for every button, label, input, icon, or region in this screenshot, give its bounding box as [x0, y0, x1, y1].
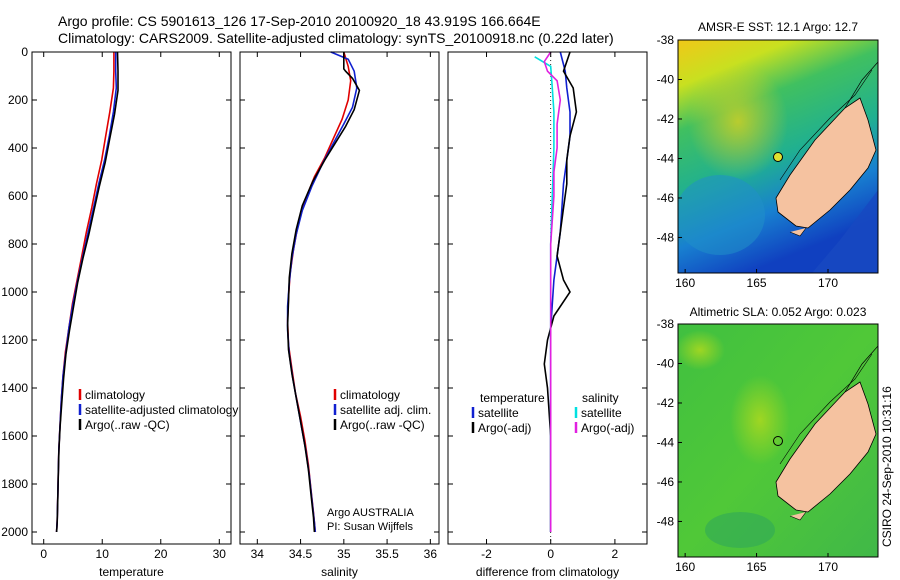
x-tick-label: 20	[154, 547, 168, 561]
map-y-tick-label: -38	[657, 33, 675, 47]
y-tick-label: 1600	[1, 429, 28, 443]
sst-cold-east	[812, 190, 878, 273]
map-y-tick-label: -44	[657, 435, 675, 449]
difference-panel: -2 0 2 difference from climatology temperatu…	[447, 51, 648, 579]
temperature-series-0	[55, 52, 115, 533]
x-tick-label: 30	[213, 547, 227, 561]
legend-column-title: salinity	[582, 391, 619, 405]
salinity-series-2	[286, 52, 361, 533]
y-tick-label: 2000	[1, 525, 28, 539]
sla-map: Altimetric SLA: 0.052 Argo: 0.023 160 165…	[657, 305, 879, 574]
difference-series-1	[543, 51, 578, 532]
sla-map-title: Altimetric SLA: 0.052 Argo: 0.023	[690, 305, 867, 319]
sst-map-frame	[677, 39, 879, 274]
map-x-tick-label: 165	[747, 560, 767, 574]
legend-label: Argo(-adj)	[581, 421, 634, 435]
sla-profile-marker	[773, 436, 783, 446]
x-tick-label: 2	[612, 547, 619, 561]
x-tick-label: 10	[96, 547, 110, 561]
x-tick-label: 34	[251, 547, 265, 561]
salinity-series-0	[286, 51, 352, 533]
legend-label: satellite	[581, 406, 622, 420]
x-tick-label: 36	[424, 547, 438, 561]
temperature-x-axis-label: temperature	[99, 565, 164, 579]
x-tick-label: 0	[547, 547, 554, 561]
salinity-panel: 34 34.5 35 35.5 36 salinity climatologysatelli…	[239, 51, 440, 579]
salinity-x-axis-label: salinity	[321, 565, 358, 579]
x-tick-label: -2	[481, 547, 492, 561]
map-x-tick-label: 165	[747, 276, 767, 290]
map-y-tick-label: -46	[657, 191, 675, 205]
credit-annotation: Argo AUSTRALIA	[327, 507, 414, 519]
temperature-series-2	[55, 51, 119, 533]
y-tick-label: 1200	[1, 333, 28, 347]
y-tick-label: 800	[8, 237, 28, 251]
csiro-timestamp: CSIRO 24-Sep-2010 10:31:16	[880, 386, 894, 547]
y-tick-label: 400	[8, 141, 28, 155]
sla-low-patch	[705, 512, 775, 548]
legend-label: satellite-adjusted climatology	[85, 403, 238, 417]
stewart-island	[789, 511, 807, 521]
y-tick-label: 0	[21, 45, 28, 59]
sla-map-frame	[677, 323, 879, 558]
map-y-tick-label: -38	[657, 317, 675, 331]
legend-label: climatology	[85, 388, 145, 402]
salinity-frame	[239, 51, 440, 545]
stewart-island	[789, 227, 807, 237]
legend-label: climatology	[340, 388, 400, 402]
x-tick-label: 0	[40, 547, 47, 561]
y-tick-label: 200	[8, 93, 28, 107]
sst-map-title: AMSR-E SST: 12.1 Argo: 12.7	[698, 20, 858, 34]
sla-map-ticks: 160 165 170 -38 -40 -42 -44 -46 -48	[657, 317, 839, 574]
sla-high-patch	[730, 375, 790, 465]
credit-annotation: PI: Susan Wijffels	[327, 521, 413, 533]
map-y-tick-label: -48	[657, 514, 675, 528]
y-tick-label: 600	[8, 189, 28, 203]
legend-label: Argo(..raw -QC)	[340, 418, 425, 432]
difference-x-axis-label: difference from climatology	[476, 565, 619, 579]
difference-frame	[447, 51, 648, 545]
map-y-tick-label: -44	[657, 151, 675, 165]
temperature-panel: 0 10 20 30 temperature 0 200 400 600 800 1000 1200 1…	[1, 45, 238, 579]
map-y-tick-label: -42	[657, 396, 675, 410]
south-island-land	[775, 381, 877, 513]
sst-cool-patch	[678, 175, 765, 255]
legend-label: Argo(-adj)	[478, 421, 531, 435]
shelf-contour	[779, 69, 873, 181]
map-x-tick-label: 170	[818, 560, 838, 574]
header-line-2: Climatology: CARS2009. Satellite-adjuste…	[58, 30, 614, 46]
map-x-tick-label: 170	[818, 276, 838, 290]
y-tick-label: 1800	[1, 477, 28, 491]
map-x-tick-label: 160	[675, 560, 695, 574]
legend-column-title: temperature	[480, 391, 545, 405]
sst-map: AMSR-E SST: 12.1 Argo: 12.7 160 165 170 -38…	[657, 20, 879, 290]
south-island-land	[775, 97, 877, 229]
sst-map-ticks: 160 165 170 -38 -40 -42 -44 -46 -48	[657, 33, 839, 290]
map-y-tick-label: -42	[657, 112, 675, 126]
x-tick-label: 34.5	[289, 547, 313, 561]
map-y-tick-label: -46	[657, 475, 675, 489]
x-tick-label: 35.5	[375, 547, 399, 561]
legend-label: Argo(..raw -QC)	[85, 418, 170, 432]
shelf-contour	[779, 353, 873, 465]
y-tick-label: 1400	[1, 381, 28, 395]
map-x-tick-label: 160	[675, 276, 695, 290]
map-y-tick-label: -40	[657, 356, 675, 370]
legend-label: satellite adj. clim.	[340, 403, 431, 417]
y-tick-label: 1000	[1, 285, 28, 299]
difference-series-3	[543, 51, 562, 532]
temperature-frame	[31, 51, 232, 545]
legend-label: satellite	[478, 406, 519, 420]
profile-panels: 0 10 20 30temperature0200400600800100012001…	[1, 45, 648, 579]
map-y-tick-label: -48	[657, 230, 675, 244]
header-line-1: Argo profile: CS 5901613_126 17-Sep-2010…	[58, 13, 541, 29]
sla-high-patch	[678, 330, 725, 370]
sst-profile-marker	[773, 152, 783, 162]
x-tick-label: 35	[337, 547, 351, 561]
map-y-tick-label: -40	[657, 72, 675, 86]
